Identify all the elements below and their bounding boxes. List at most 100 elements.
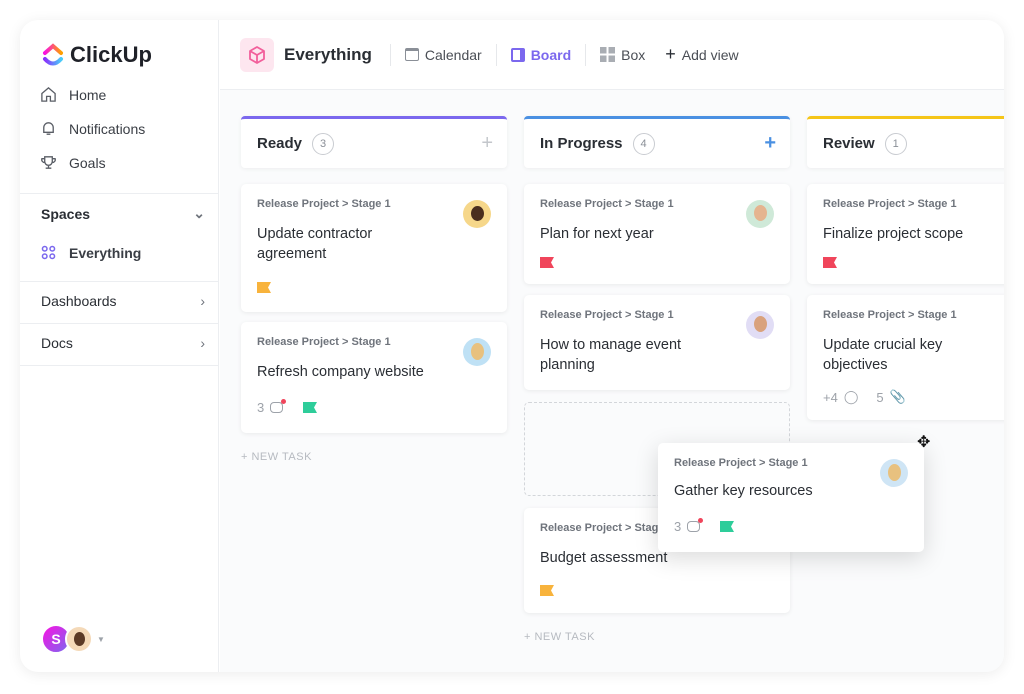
column-title: In Progress [540,135,623,152]
sidebar-item-dashboards[interactable]: Dashboards › [41,293,205,309]
column-count: 1 [884,132,907,155]
new-task-button[interactable]: + NEW TASK [241,451,312,463]
header: Everything Calendar Board Box + Add view [220,20,1004,90]
plus-icon: + [665,44,676,64]
task-card[interactable]: Release Project > Stage 1 Finalize proje… [807,184,1004,284]
column-header-ready: Ready 3 + [241,116,507,168]
task-meta: +4 ◯ 5 📎 [823,389,906,405]
sidebar-item-label: Home [69,86,107,103]
task-title: Gather key resources [674,483,813,499]
spaces-header[interactable]: Spaces ⌄ [41,205,205,222]
clickup-logo[interactable]: ClickUp [42,42,152,68]
task-breadcrumb: Release Project > Stage 1 [823,309,957,321]
task-title: Plan for next year [540,226,654,242]
sidebar-item-label: Notifications [69,120,146,137]
new-task-button[interactable]: + NEW TASK [524,631,595,643]
flag-icon [303,402,318,413]
task-title: Update contractor agreement [257,226,373,262]
tag-count: +4 [823,389,838,405]
caret-down-icon: ▼ [97,634,105,644]
box-grid-icon [600,47,616,62]
paperclip-icon[interactable]: 📎 [889,389,906,404]
flag-icon [720,521,735,532]
avatar [880,459,908,487]
flag-icon [257,282,271,293]
avatar [65,625,93,653]
task-title: Budget assessment [540,550,668,566]
avatar [746,200,774,228]
flag-icon [540,257,554,268]
task-title: Finalize project scope [823,226,964,242]
column-title: Ready [257,135,303,152]
chevron-right-icon: › [200,293,205,309]
avatar [463,338,491,366]
task-breadcrumb: Release Project > Stage 1 [257,336,391,348]
task-breadcrumb: Release Project > Stage 1 [540,198,674,210]
trophy-icon [41,156,56,169]
divider [20,193,219,194]
attachment-count: 5 [876,389,884,405]
grid-dots-icon [41,245,56,260]
add-task-plus-icon[interactable]: + [481,132,493,154]
sidebar: ClickUp Home Notifications Goals Spaces ⌄… [20,20,219,672]
add-view-button[interactable]: + Add view [659,44,752,66]
task-card[interactable]: Release Project > Stage 1 Budget assessm… [524,508,790,613]
task-breadcrumb: Release Project > Stage 1 [823,198,957,210]
tab-label: Board [530,46,572,63]
brand-name: ClickUp [70,42,152,67]
column-header-review: Review 1 [807,116,1004,168]
dragging-task-card[interactable]: Release Project > Stage 1 Gather key res… [658,443,924,552]
task-title: How to manage event planning [540,337,682,373]
tab-calendar[interactable]: Calendar [389,43,496,66]
task-card[interactable]: Release Project > Stage 1 Update contrac… [241,184,507,312]
tab-label: Box [621,46,646,63]
page-title: Everything [284,44,372,64]
task-breadcrumb: Release Project > Stage 1 [540,522,674,534]
sidebar-item-label: Everything [69,244,142,261]
sidebar-item-goals[interactable]: Goals [40,154,106,171]
calendar-icon [404,48,419,61]
app-window: ClickUp Home Notifications Goals Spaces ⌄… [20,20,1004,672]
comment-icon[interactable] [270,399,287,413]
cube-icon [240,37,274,72]
comment-count: 3 [674,519,682,534]
task-card[interactable]: Release Project > Stage 1 Plan for next … [524,184,790,284]
comment-count: 3 [257,400,265,415]
task-breadcrumb: Release Project > Stage 1 [540,309,674,321]
sidebar-item-label: Dashboards [41,293,117,309]
sidebar-item-label: Goals [69,154,106,171]
avatar [463,200,491,228]
sidebar-item-notifications[interactable]: Notifications [40,120,145,137]
task-meta: 3 [674,518,735,534]
flag-icon [823,257,837,268]
tab-label: Add view [681,46,739,63]
tab-label: Calendar [424,46,482,63]
column-header-in-progress: In Progress 4 + [524,116,790,168]
divider [20,323,219,324]
task-meta: 3 [257,399,318,415]
task-card[interactable]: Release Project > Stage 1 Update crucial… [807,295,1004,420]
home-icon [41,87,56,102]
task-card[interactable]: Release Project > Stage 1 Refresh compan… [241,322,507,433]
task-breadcrumb: Release Project > Stage 1 [257,198,391,210]
board-icon [510,47,525,62]
column-count: 3 [312,132,335,155]
task-title: Refresh company website [257,364,424,380]
task-breadcrumb: Release Project > Stage 1 [674,457,808,469]
user-avatars[interactable]: S ▼ [41,624,105,654]
comment-icon[interactable] [687,518,704,532]
tab-board[interactable]: Board [495,43,585,66]
divider [20,281,219,282]
add-task-plus-icon[interactable]: + [764,132,776,154]
sidebar-item-docs[interactable]: Docs › [41,335,205,351]
sidebar-item-home[interactable]: Home [40,86,106,103]
sidebar-item-everything[interactable]: Everything [40,244,141,261]
tag-icon[interactable]: ◯ [843,389,859,404]
tab-box[interactable]: Box [585,43,659,66]
spaces-label: Spaces [41,205,91,222]
bell-icon [43,122,54,135]
chevron-right-icon: › [200,335,205,351]
task-card[interactable]: Release Project > Stage 1 How to manage … [524,295,790,390]
move-cursor-icon: ✥ [917,434,931,451]
main-area: Everything Calendar Board Box + Add view … [220,20,1004,672]
